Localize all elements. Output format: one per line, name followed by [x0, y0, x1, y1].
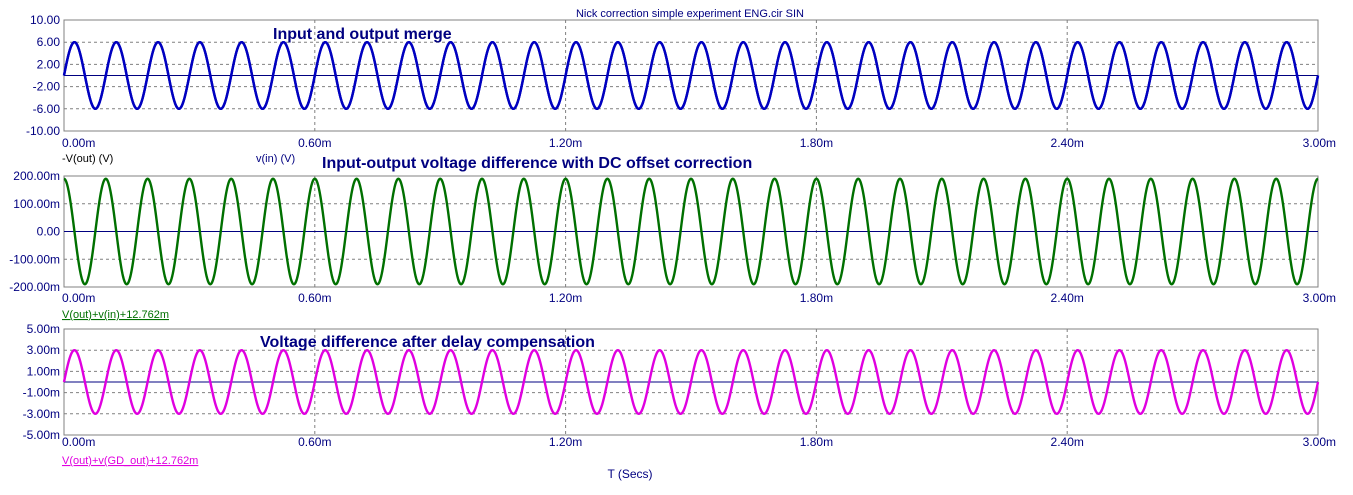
legend-label: V(out)+v(GD_out)+12.762m — [62, 455, 198, 467]
plot-annotation: Voltage difference after delay compensat… — [260, 334, 595, 351]
x-tick-label: 0.60m — [298, 136, 331, 150]
plot-panels: 10.006.002.00-2.00-6.00-10.000.00m 0.60m 1… — [9, 13, 1336, 467]
y-tick-label: 100.00m — [13, 197, 60, 211]
y-tick-label: 1.00m — [27, 364, 60, 378]
y-tick-label: 10.00 — [30, 13, 60, 27]
legend-label: -V(out) (V) — [62, 153, 113, 165]
x-tick-label: 0.60m — [298, 291, 331, 305]
x-tick-label: 0.00m — [62, 435, 95, 449]
series-line-2 — [62, 40, 1320, 111]
x-tick-label: 1.80m — [800, 291, 833, 305]
x-tick-label: 0.00m — [62, 136, 95, 150]
y-tick-label: 5.00m — [27, 322, 60, 336]
x-tick-label: 2.40m — [1051, 435, 1084, 449]
x-tick-label: 3.00m — [1303, 435, 1336, 449]
plot-annotation: Input-output voltage difference with DC … — [322, 155, 752, 172]
y-tick-label: -6.00 — [33, 102, 61, 116]
y-tick-label: -5.00m — [23, 428, 60, 442]
y-tick-label: 3.00m — [27, 343, 60, 357]
series-line-1 — [63, 177, 1319, 286]
x-tick-label: 2.40m — [1051, 291, 1084, 305]
y-tick-label: -2.00 — [33, 80, 61, 94]
y-tick-label: -200.00m — [9, 280, 60, 294]
series-line-1 — [62, 348, 1320, 416]
y-tick-label: -10.00 — [26, 124, 60, 138]
x-tick-label: 0.60m — [298, 435, 331, 449]
x-tick-label: 2.40m — [1051, 136, 1084, 150]
x-tick-label: 1.20m — [549, 136, 582, 150]
x-tick-label: 1.80m — [800, 435, 833, 449]
y-tick-label: -1.00m — [23, 386, 60, 400]
plot-panel-3: 5.00m 3.00m 1.00m -1.00m -3.00m -5.00m 0.00m 0.… — [23, 322, 1336, 467]
y-tick-label: -100.00m — [9, 252, 60, 266]
x-tick-label: 1.20m — [549, 435, 582, 449]
x-tick-label: 3.00m — [1303, 136, 1336, 150]
plot-annotation: Input and output merge — [273, 26, 452, 43]
y-tick-label: -3.00m — [23, 407, 60, 421]
plot-panel-1: 10.00 6.00 2.00 -2.00 -6.00 -10.000.00m 0.60m 1… — [26, 13, 1336, 165]
y-tick-label: 0.00 — [37, 225, 61, 239]
y-tick-label: 6.00 — [37, 35, 61, 49]
chart-title: Nick correction simple experiment ENG.ci… — [576, 8, 804, 20]
legend-label: v(in) (V) — [256, 153, 295, 165]
y-tick-label: 200.00m — [13, 169, 60, 183]
legend-label: V(out)+v(in)+12.762m — [62, 309, 169, 321]
x-tick-label: 1.80m — [800, 136, 833, 150]
x-tick-label: 3.00m — [1303, 291, 1336, 305]
x-axis-label: T (Secs) — [607, 467, 652, 481]
x-tick-label: 0.00m — [62, 291, 95, 305]
y-tick-label: 2.00 — [37, 57, 61, 71]
x-tick-label: 1.20m — [549, 291, 582, 305]
